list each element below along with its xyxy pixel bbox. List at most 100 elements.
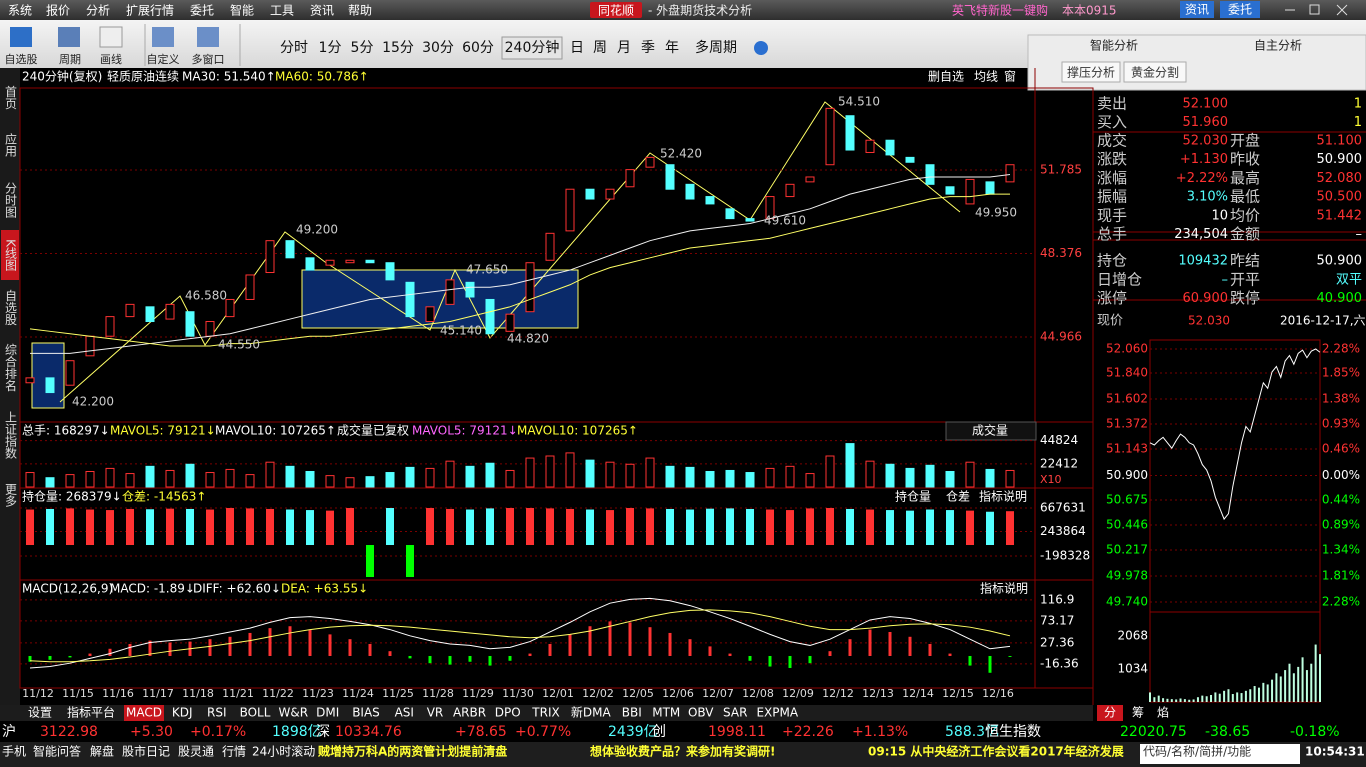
status-item[interactable]: 行情 [222, 745, 246, 759]
toolbar-button[interactable]: 画线 [100, 52, 122, 66]
indicator-tab[interactable]: ARBR [453, 706, 486, 720]
menu-item[interactable]: 委托 [190, 4, 214, 18]
status-item[interactable]: 想体验收费产品？来参加有奖调研! [589, 744, 775, 759]
indicator-option[interactable]: 持仓量 [895, 489, 931, 504]
menu-item[interactable]: 扩展行情 [126, 4, 174, 18]
indicator-tab[interactable]: OBV [688, 706, 714, 720]
menu-item[interactable]: 智能 [230, 3, 254, 18]
indicator-help[interactable]: 指标说明 [980, 581, 1028, 596]
menu-item[interactable]: 帮助 [348, 4, 372, 18]
toolbar-button[interactable]: 多窗口 [192, 52, 225, 66]
side-tab[interactable]: 分时图 [4, 182, 18, 218]
period-button[interactable]: 5分 [351, 40, 374, 56]
analysis-tab[interactable]: 智能分析 [1090, 38, 1138, 53]
indicator-tab[interactable]: MTM [652, 706, 680, 720]
side-tab[interactable]: K线图 [4, 239, 18, 271]
macd-bar [908, 636, 912, 656]
period-button[interactable]: 1分 [319, 40, 342, 56]
menu-item[interactable]: 分析 [86, 4, 110, 18]
quote-label: 开盘 [1230, 132, 1260, 150]
top-button[interactable]: 资讯 [1185, 3, 1209, 17]
candle [505, 313, 515, 332]
period-button[interactable]: 分时 [280, 40, 308, 56]
toolbar-button[interactable]: 自定义 [147, 52, 180, 66]
analysis-button[interactable]: 黄金分割 [1131, 65, 1179, 80]
status-item[interactable]: 贼增持万科A的两资管计划提前清盘 [317, 744, 507, 759]
right-tab[interactable]: 筹 [1132, 706, 1144, 720]
period-button[interactable]: 日 [570, 40, 584, 56]
status-item[interactable]: 解盘 [90, 744, 114, 759]
right-tab[interactable]: 分 [1104, 706, 1116, 720]
status-item[interactable]: 09:15 从中央经济工作会议看2017年经济发展 [868, 744, 1124, 759]
indicator-option[interactable]: 指标说明 [979, 489, 1027, 504]
menu-item[interactable]: 资讯 [310, 4, 334, 18]
indicator-tab[interactable]: MACD [126, 706, 162, 720]
index-quote: +0.17% [190, 724, 246, 740]
chart-button[interactable]: 均线 [974, 70, 998, 84]
side-tab[interactable]: 综合排名 [4, 343, 18, 391]
period-button[interactable]: 周 [593, 40, 607, 56]
period-button[interactable]: 月 [617, 40, 631, 56]
indicator-tab[interactable]: TRIX [531, 706, 559, 720]
period-button[interactable]: 年 [665, 40, 679, 56]
period-button[interactable]: 240分钟 [505, 39, 560, 56]
indicator-tab[interactable]: DPO [495, 706, 521, 720]
side-tab[interactable]: 首页 [4, 85, 18, 110]
oi-bar [326, 510, 334, 546]
indicator-tab[interactable]: 新DMA [571, 705, 612, 720]
analysis-button[interactable]: 撑压分析 [1067, 65, 1115, 80]
period-button[interactable]: 15分 [382, 40, 414, 56]
index-bar [0, 721, 1366, 742]
indicator-tab[interactable]: 设置 [28, 706, 52, 720]
status-item[interactable]: 股灵通 [178, 745, 214, 759]
indicator-dropdown[interactable]: 成交量 [972, 423, 1008, 438]
indicator-tab[interactable]: 指标平台 [67, 705, 115, 720]
y-tick-label: 51.372 [1106, 417, 1148, 431]
menu-item[interactable]: 系统 [8, 4, 32, 18]
chart-button[interactable]: 窗 [1004, 70, 1016, 84]
volume-bar [765, 467, 775, 488]
right-tab[interactable]: 焰 [1157, 705, 1169, 720]
side-tab[interactable]: 自选股 [4, 289, 18, 326]
chart-button[interactable]: 删自选 [928, 70, 964, 84]
candle [885, 139, 895, 156]
indicator-tab[interactable]: BBI [622, 706, 642, 720]
indicator-tab[interactable]: DMI [316, 706, 339, 720]
indicator-tab[interactable]: W&R [278, 706, 308, 720]
toolbar-button[interactable]: 自选股 [5, 53, 38, 66]
search-input[interactable] [1140, 744, 1300, 764]
indicator-tab[interactable]: EXPMA [756, 706, 798, 720]
chart-header: MA30: 51.540↑ [182, 70, 276, 84]
status-item[interactable]: 智能问答 [33, 744, 81, 759]
analysis-tab[interactable]: 自主分析 [1254, 39, 1302, 53]
intraday-volume-bar [1249, 689, 1252, 702]
side-tab[interactable]: 上证指数 [4, 411, 18, 460]
indicator-tab[interactable]: KDJ [172, 706, 193, 720]
menu-item[interactable]: 报价 [46, 3, 70, 18]
dropdown-bg [945, 421, 1037, 441]
menu-item[interactable]: 工具 [270, 4, 294, 18]
indicator-tab[interactable]: RSI [207, 706, 227, 720]
intraday-volume-bar [1192, 699, 1195, 702]
indicator-tab[interactable]: VR [427, 706, 444, 720]
status-item[interactable]: 24小时滚动 [252, 744, 315, 759]
indicator-tab[interactable]: BOLL [240, 706, 271, 720]
period-button[interactable]: 30分 [422, 40, 454, 56]
indicator-tab[interactable]: ASI [395, 706, 414, 720]
side-tab[interactable]: 应用 [4, 132, 18, 158]
side-tab[interactable]: 更多 [4, 483, 18, 508]
indicator-tab[interactable]: BIAS [352, 706, 380, 720]
status-item[interactable]: 代码/名称/简拼/功能 [1143, 744, 1251, 759]
candle [365, 259, 375, 264]
top-button[interactable]: 委托 [1228, 3, 1252, 17]
period-button[interactable]: 多周期 [695, 39, 737, 56]
status-item[interactable]: 手机 [2, 745, 26, 759]
period-button[interactable]: 60分 [462, 40, 494, 56]
period-button[interactable]: 季 [641, 40, 655, 56]
indicator-tab[interactable]: SAR [723, 706, 747, 720]
oi-bar [346, 508, 354, 546]
indicator-option[interactable]: 仓差 [946, 490, 970, 504]
toolbar-button[interactable]: 周期 [59, 53, 81, 66]
promo-link[interactable]: 英飞特新股一键购 [952, 3, 1048, 18]
status-item[interactable]: 股市日记 [122, 744, 170, 759]
